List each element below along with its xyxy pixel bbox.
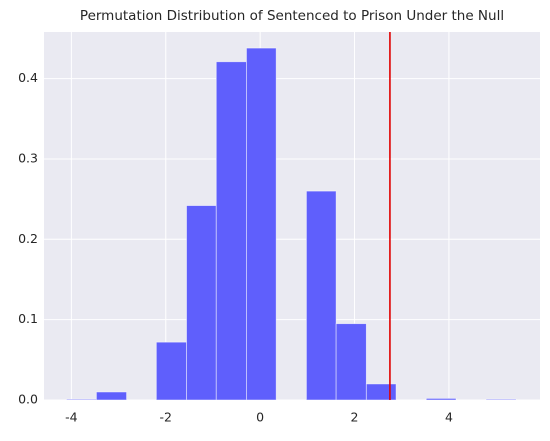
chart-title: Permutation Distribution of Sentenced to… <box>80 8 504 24</box>
bar <box>485 398 517 401</box>
bar <box>305 190 337 401</box>
plot-area <box>44 32 540 400</box>
bar <box>246 47 277 401</box>
bar <box>425 397 457 401</box>
bar <box>66 398 97 401</box>
y-tick-label: 0.2 <box>18 231 38 246</box>
x-tick-label: -2 <box>160 410 172 425</box>
x-tick-label: 0 <box>256 410 264 425</box>
y-tick-label: 0.3 <box>18 150 38 165</box>
x-tick-label: 4 <box>445 410 453 425</box>
y-tick-label: 0.0 <box>18 392 38 407</box>
x-tick-label: -4 <box>65 410 78 425</box>
bar <box>95 391 127 401</box>
bar <box>155 341 187 401</box>
x-tick-label: 2 <box>351 410 359 425</box>
bar <box>186 205 217 401</box>
y-tick-label: 0.4 <box>18 70 38 85</box>
y-tick-label: 0.1 <box>18 311 38 326</box>
bar <box>335 323 367 401</box>
bar <box>365 383 397 401</box>
bar <box>215 61 247 401</box>
